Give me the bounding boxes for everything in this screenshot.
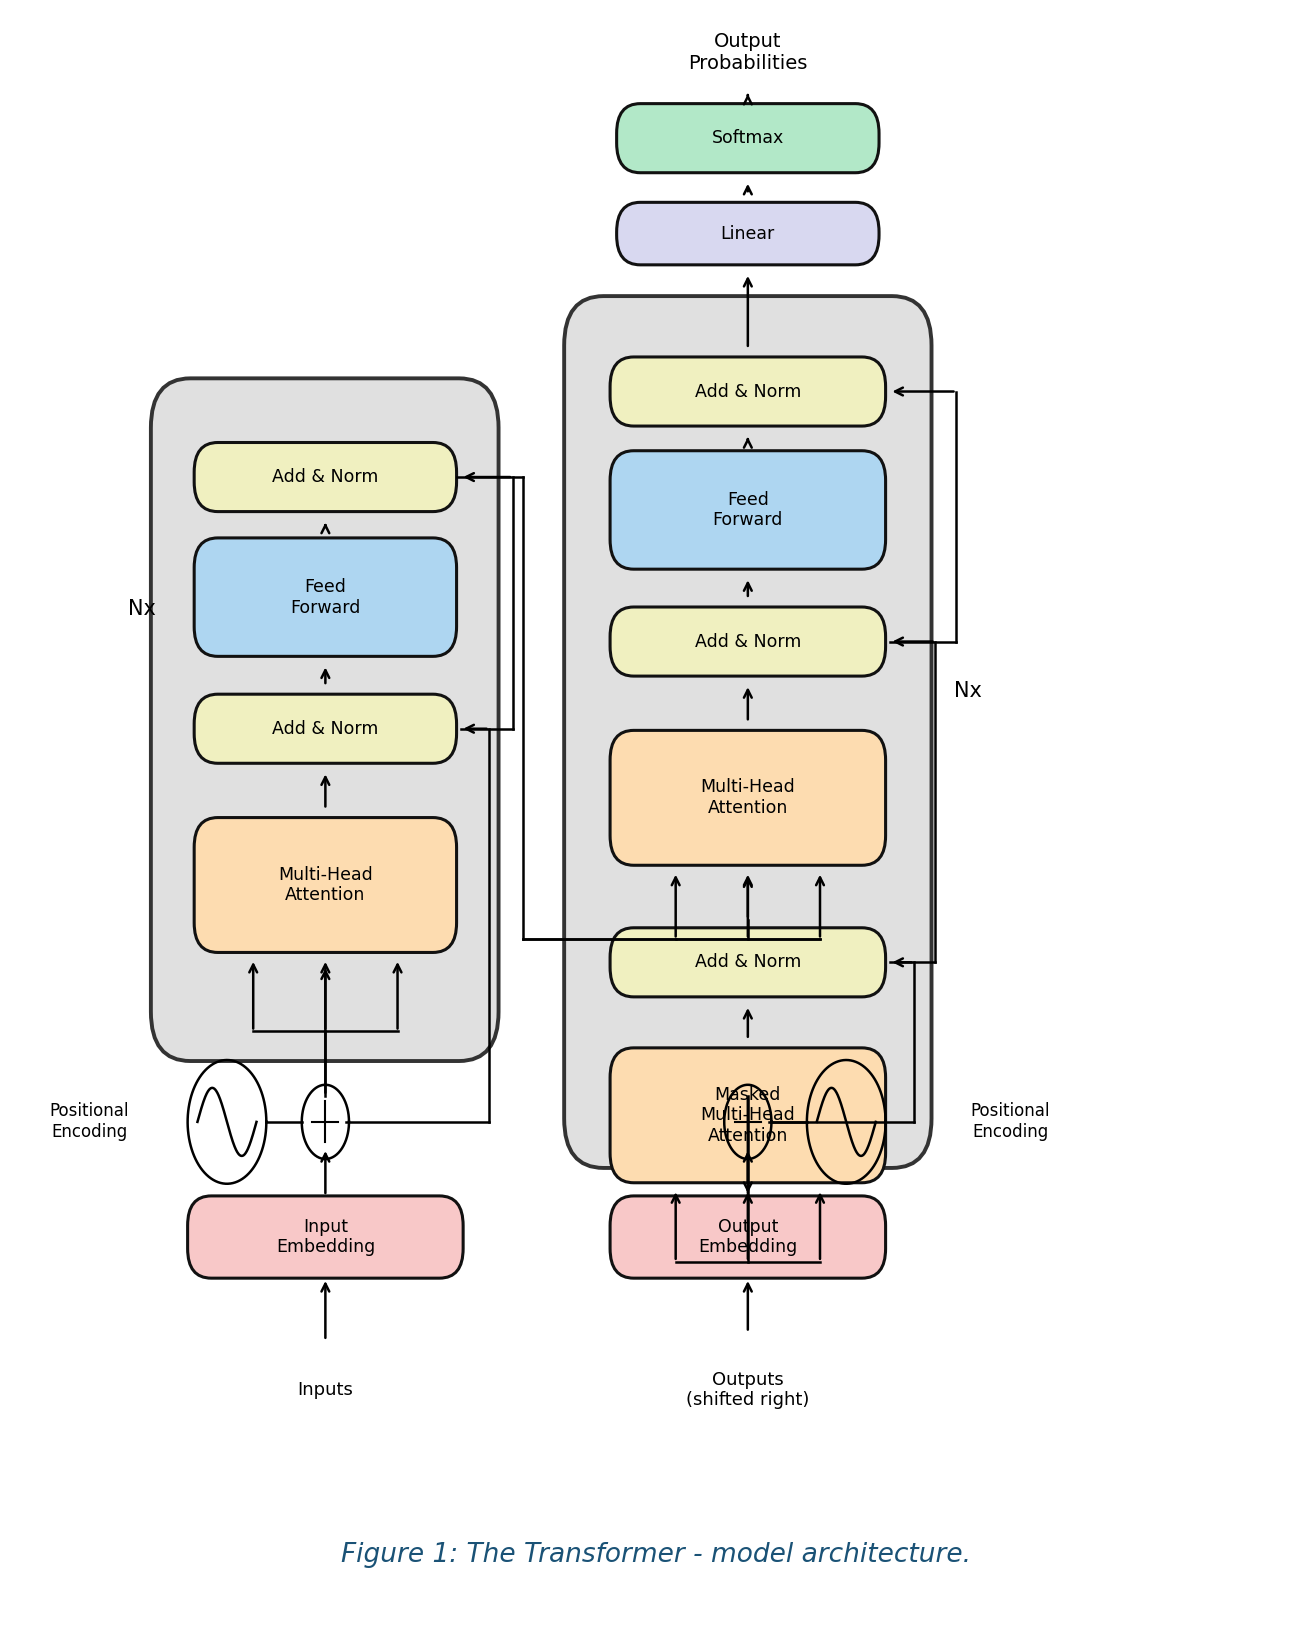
- Text: Positional
Encoding: Positional Encoding: [50, 1102, 129, 1142]
- FancyBboxPatch shape: [188, 1196, 463, 1278]
- Text: Positional
Encoding: Positional Encoding: [971, 1102, 1050, 1142]
- FancyBboxPatch shape: [610, 928, 886, 997]
- FancyBboxPatch shape: [194, 538, 457, 656]
- Text: Add & Norm: Add & Norm: [272, 721, 379, 737]
- FancyBboxPatch shape: [617, 104, 879, 173]
- Text: Nx: Nx: [127, 599, 156, 619]
- Text: Feed
Forward: Feed Forward: [712, 490, 783, 530]
- Text: Add & Norm: Add & Norm: [694, 383, 802, 400]
- FancyBboxPatch shape: [194, 818, 457, 952]
- Text: Multi-Head
Attention: Multi-Head Attention: [701, 778, 795, 818]
- FancyBboxPatch shape: [151, 378, 499, 1061]
- Text: Softmax: Softmax: [711, 130, 785, 146]
- FancyBboxPatch shape: [610, 1048, 886, 1183]
- Text: Nx: Nx: [954, 681, 983, 701]
- FancyBboxPatch shape: [617, 202, 879, 265]
- FancyBboxPatch shape: [610, 607, 886, 676]
- Text: Add & Norm: Add & Norm: [272, 469, 379, 485]
- FancyBboxPatch shape: [610, 451, 886, 569]
- Text: Output
Probabilities: Output Probabilities: [689, 33, 807, 72]
- Text: Figure 1: The Transformer - model architecture.: Figure 1: The Transformer - model archit…: [341, 1541, 971, 1568]
- Text: Multi-Head
Attention: Multi-Head Attention: [278, 865, 373, 905]
- Text: Output
Embedding: Output Embedding: [698, 1217, 798, 1257]
- Text: Outputs
(shifted right): Outputs (shifted right): [686, 1370, 810, 1410]
- Text: Input
Embedding: Input Embedding: [276, 1217, 375, 1257]
- Text: Feed
Forward: Feed Forward: [290, 577, 361, 617]
- Text: Linear: Linear: [720, 225, 775, 242]
- FancyBboxPatch shape: [194, 443, 457, 512]
- Text: Add & Norm: Add & Norm: [694, 633, 802, 650]
- FancyBboxPatch shape: [610, 357, 886, 426]
- FancyBboxPatch shape: [564, 296, 932, 1168]
- FancyBboxPatch shape: [610, 1196, 886, 1278]
- Text: Masked
Multi-Head
Attention: Masked Multi-Head Attention: [701, 1086, 795, 1145]
- FancyBboxPatch shape: [610, 730, 886, 865]
- FancyBboxPatch shape: [194, 694, 457, 763]
- Text: Add & Norm: Add & Norm: [694, 954, 802, 971]
- Text: Inputs: Inputs: [298, 1382, 353, 1398]
